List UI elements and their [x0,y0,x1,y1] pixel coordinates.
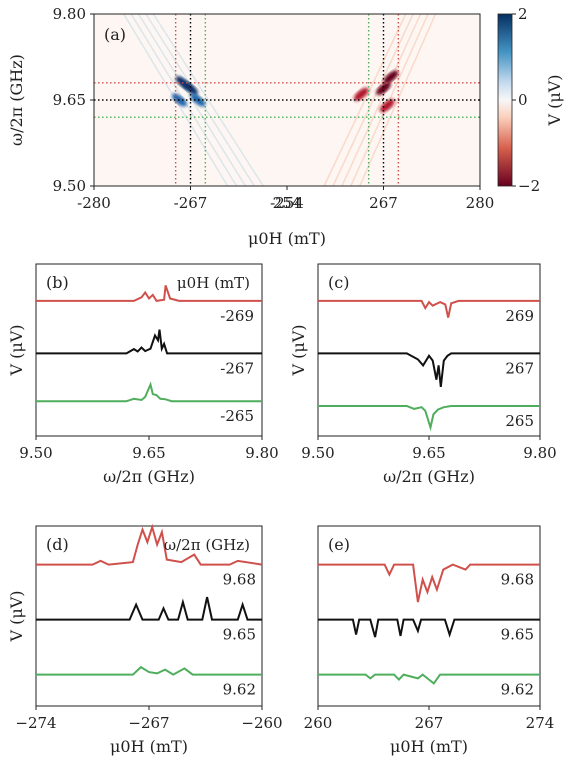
panel-a-ytick-label: 9.65 [53,91,86,109]
colorbar-tick-label: 0 [518,91,528,109]
panel-a-ylabel: ω/2π (GHz) [7,54,26,146]
colorbar-ticks: 2 0 −2 [512,5,540,195]
series-line--267 [36,329,262,355]
panel-a-xtick-label: 280 [466,194,495,212]
panel-a-ytick-label: 9.50 [53,177,86,195]
panel-a-feature [183,81,198,96]
panel-label: (e) [328,535,350,554]
series-line-9.68 [36,523,263,566]
xtick-label: 260 [304,714,333,732]
panel-label: (c) [328,273,349,292]
xlabel: μ0H (mT) [390,737,468,756]
panel-a-streaks-right [323,13,437,187]
series-label: 9.65 [501,626,534,644]
colorbar-tick-label: −2 [518,177,540,195]
series-label: 9.62 [223,681,256,699]
series-label: -267 [220,359,254,377]
panel-a-features [123,13,437,187]
series-line-265 [318,405,540,432]
series-line-267 [318,352,540,388]
panel-a-xlabel: μ0H (mT) [248,229,326,248]
series-line-9.65 [318,618,540,638]
series-label: 9.62 [501,681,534,699]
panel-a-streak [341,13,422,187]
panel-label: (b) [46,273,69,292]
series-label: 9.65 [223,626,256,644]
panel-a-ytick-label: 9.80 [53,5,86,23]
xlabel: μ0H (mT) [110,737,188,756]
xtick-label: −274 [15,714,56,732]
panel-c: 269 267 265 9.50 9.65 9.80 ω/2π (GHz) V (μV) (c) [289,263,557,486]
xlabel: ω/2π (GHz) [383,467,475,486]
legend-title: ω/2π (GHz) [164,536,250,554]
panel-frame [317,263,541,437]
ylabel: V (μV) [289,324,308,376]
panel-a-reference-lines [94,14,480,186]
panel-d: 9.68 9.65 9.62 −274 −267 −260 μ0H (mT) V (μV) (d… [7,523,283,756]
series-line-9.68 [318,563,540,603]
panel-a-feature [383,70,399,84]
panel-a-streak [137,13,247,187]
panel-a-feature [353,87,369,101]
legend-title: μ0H (mT) [177,274,250,292]
panel-b: -269 -267 -265 9.50 9.65 9.80 ω/2π (GHz) V (μV)… [7,263,279,486]
series-label: 265 [505,412,534,430]
xtick-label: 267 [415,714,444,732]
panel-a-xtick-label: -280 [77,194,111,212]
xtick-label: 9.65 [132,444,165,462]
colorbar [497,13,513,187]
series-label: -265 [220,407,254,425]
panel-a-feature [190,93,206,107]
panel-a-feature [379,99,395,113]
xlabel: ω/2π (GHz) [103,467,195,486]
panel-a-streak [152,13,264,187]
panel-a-xtick-label: -267 [174,194,208,212]
panel-e: 9.68 9.65 9.62 260 267 274 μ0H (mT) (e) [304,525,555,756]
panel-a-streak [332,13,414,187]
panel-a-y-ticks: 9.80 9.65 9.50 [53,5,94,195]
ylabel: V (μV) [7,324,26,376]
xtick-label: 274 [526,714,555,732]
xtick-label: 9.50 [19,444,52,462]
xtick-label: 9.50 [301,444,334,462]
panel-a-xtick-label: 267 [369,194,398,212]
colorbar-tick-label: 2 [518,5,528,23]
xtick-label: 9.80 [245,444,278,462]
series-label: 9.68 [223,571,256,589]
xtick-label: −260 [241,714,282,732]
panel-a-label: (a) [104,25,126,44]
ylabel: V (μV) [7,590,26,642]
xtick-label: 9.65 [412,444,445,462]
xtick-label: −267 [128,714,169,732]
series-label: 269 [505,307,534,325]
line-panels: -269 -267 -265 9.50 9.65 9.80 ω/2π (GHz) V (μV)… [7,263,557,756]
panel-a-streak [359,13,437,187]
series-label: 267 [505,359,534,377]
panel-label: (d) [46,535,69,554]
series-line--269 [36,285,262,302]
series-label: 9.68 [501,571,534,589]
series-label: -269 [220,307,254,325]
series-line--265 [36,381,262,403]
panel-a-feature [376,81,391,96]
series-line-9.65 [36,596,262,621]
series-line-9.62 [36,665,262,676]
series-line-269 [318,299,540,318]
panel-a-xtick-label: -254 [270,194,304,212]
xtick-label: 9.80 [523,444,556,462]
panel-a-xtick-label: 254 [273,194,302,212]
series-line-9.62 [318,673,540,685]
panel-a-streak [323,13,407,187]
colorbar-label: V (μV) [545,74,564,126]
